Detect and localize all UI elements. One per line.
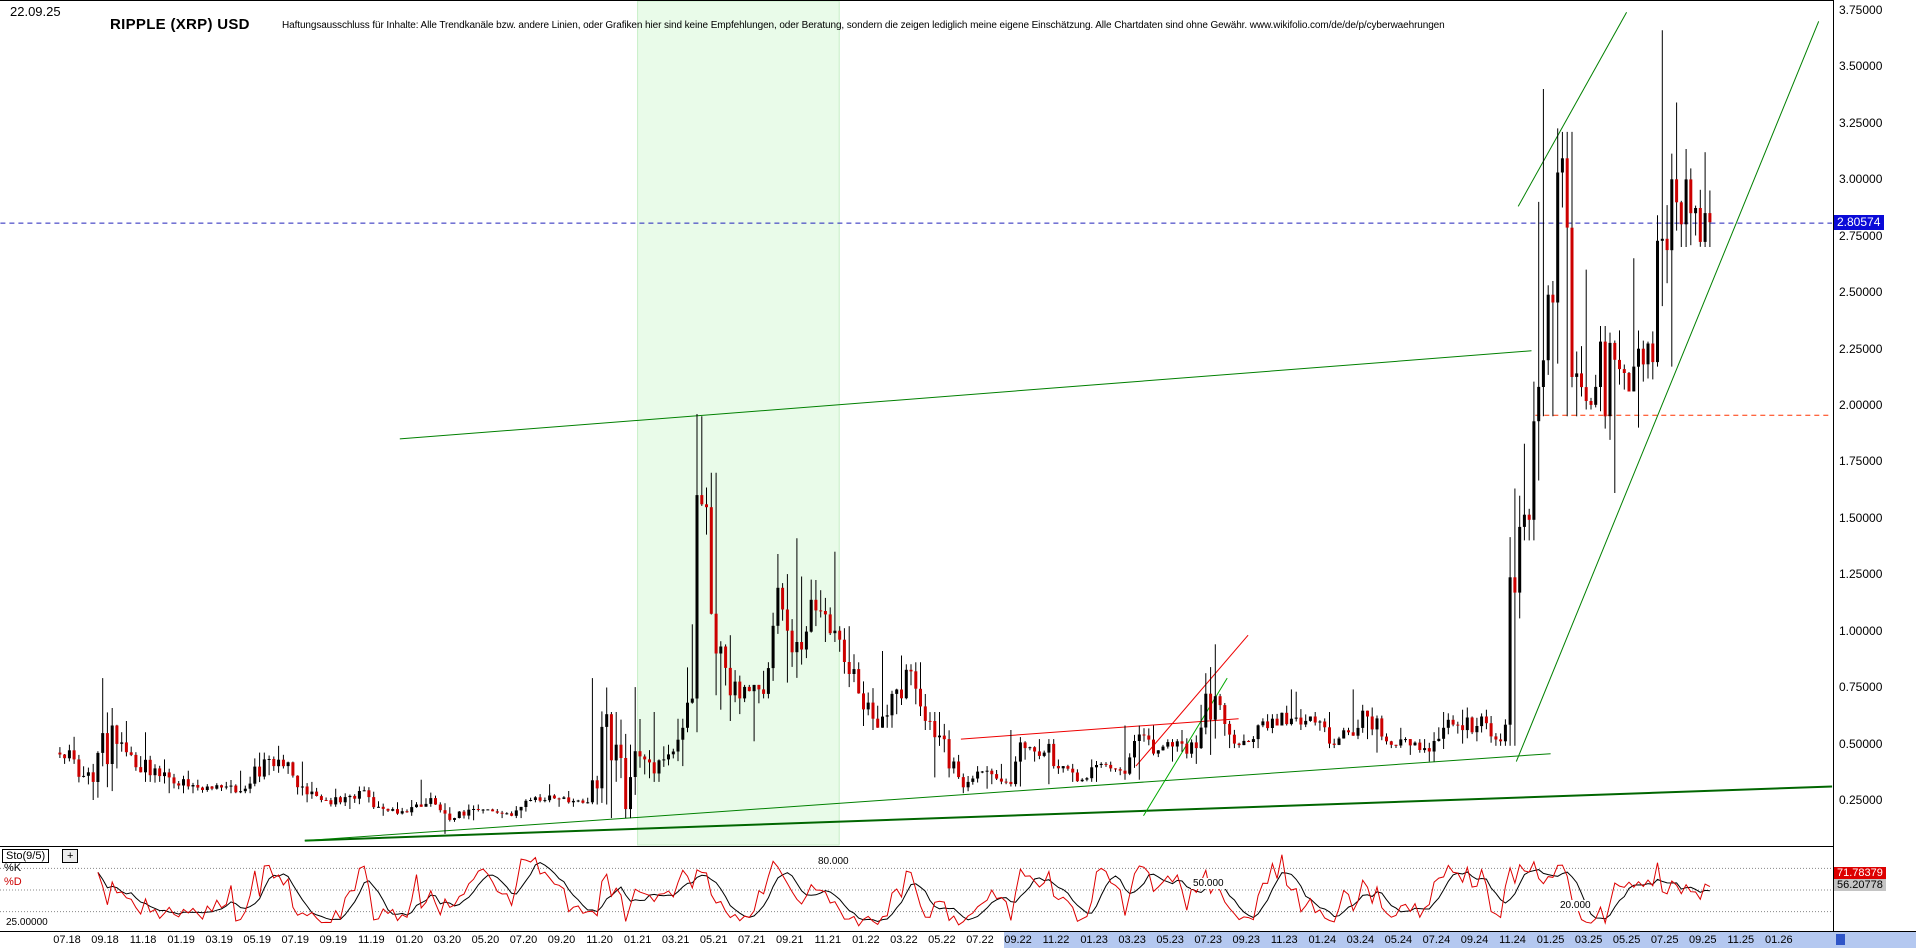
x-axis-label: 11.24: [1499, 934, 1526, 946]
x-axis-label: 05.22: [928, 934, 956, 946]
rally-channel-lower: [1515, 21, 1820, 762]
x-axis-label: 07.24: [1422, 934, 1451, 946]
panel-separator: [0, 846, 1916, 847]
chart-title: RIPPLE (XRP) USD: [110, 16, 250, 33]
x-axis-label: 03.20: [433, 934, 462, 946]
highlight-band: [637, 0, 840, 846]
x-axis-label: 07.22: [966, 934, 994, 946]
x-axis-label: 01.25: [1536, 934, 1565, 946]
price-axis-label: 3.75000: [1839, 3, 1883, 17]
stochastic-d-line: [97, 862, 1710, 923]
x-axis-label: 09.19: [319, 934, 348, 946]
x-axis-label: 11.18: [129, 934, 157, 946]
stochastic-indicator-label[interactable]: Sto(9/5): [2, 849, 50, 863]
x-axis-label: 07.20: [509, 934, 538, 946]
x-axis-label: 11.21: [814, 934, 842, 946]
support-trendline-shallow: [304, 785, 1833, 842]
x-axis-label: 07.18: [53, 934, 81, 946]
x-axis-label: 03.21: [661, 934, 690, 946]
x-axis-label: 05.24: [1384, 934, 1413, 946]
x-axis-label: 11.23: [1270, 934, 1298, 946]
x-axis-label: 11.20: [586, 934, 613, 946]
x-axis-label: 07.19: [281, 934, 309, 946]
price-axis-label: 0.25000: [1839, 793, 1883, 807]
price-axis-label: 0.50000: [1839, 736, 1883, 751]
x-axis-label: 09.20: [547, 934, 576, 946]
chart-date: 22.09.25: [10, 4, 61, 19]
top-border: [0, 0, 1916, 1]
x-axis-label: 01.26: [1765, 934, 1793, 946]
x-axis-label: 11.25: [1727, 934, 1755, 946]
time-axis[interactable]: 07.18 09.18 11.18 01.19 03.19 05.19 07.19 09.19…: [0, 931, 1916, 948]
price-axis-label: 1.75000: [1839, 454, 1883, 469]
price-axis-label: 3.00000: [1839, 172, 1883, 187]
price-axis-label: 3.25000: [1839, 115, 1883, 130]
stochastic-d-value-badge: 56.20778: [1834, 879, 1886, 891]
price-axis-label: 2.50000: [1839, 285, 1883, 300]
x-axis-label: 07.25: [1650, 934, 1679, 946]
price-axis-label: 2.75000: [1839, 228, 1883, 243]
disclaimer-text: Haftungsausschluss für Inhalte: Alle Tre…: [282, 20, 1445, 31]
x-axis-label: 05.25: [1612, 934, 1641, 946]
x-axis-label: 09.22: [1004, 934, 1032, 946]
x-axis-label: 09.24: [1460, 934, 1489, 946]
stochastic-k-line: [97, 854, 1711, 927]
price-axis-label: 1.25000: [1839, 567, 1883, 582]
price-axis-label: 3.50000: [1839, 59, 1883, 74]
add-indicator-button[interactable]: +: [62, 849, 79, 863]
x-axis-label: 01.23: [1080, 934, 1108, 946]
x-axis-label: 07.23: [1194, 934, 1222, 946]
price-axis-label: 2.00000: [1839, 398, 1883, 412]
x-axis-label: 01.22: [852, 934, 880, 946]
x-axis-label: 01.21: [623, 934, 652, 946]
corner-marker-icon: [1836, 934, 1845, 945]
x-axis-label: 03.22: [890, 934, 918, 946]
oscillator-scale-label: 25.00000: [6, 917, 48, 928]
price-axis-label: 1.00000: [1839, 623, 1883, 638]
x-axis-label: 11.19: [357, 934, 385, 946]
x-axis-label: 05.19: [243, 934, 271, 946]
time-axis-highlight: [1004, 932, 1916, 948]
stochastic-canvas[interactable]: [0, 847, 1833, 931]
long-green-trendline: [399, 350, 1532, 440]
oscillator-level-label: 20.000: [1558, 899, 1593, 911]
x-axis-label: 03.24: [1346, 934, 1375, 946]
x-axis-label: 09.21: [775, 934, 804, 946]
price-axis-label: 1.50000: [1839, 510, 1883, 525]
x-axis-label: 05.23: [1156, 934, 1184, 946]
x-axis-label: 09.23: [1232, 934, 1260, 946]
x-axis-label: 11.22: [1042, 934, 1070, 946]
x-axis-label: 01.19: [167, 934, 195, 946]
price-axis-label: 0.75000: [1839, 680, 1883, 695]
x-axis-label: 05.20: [471, 934, 500, 946]
rally-channel-upper: [1517, 12, 1628, 207]
price-axis[interactable]: 2.80574 71.78379 56.20778 3.75000 3.50000…: [1833, 0, 1916, 948]
x-axis-label: 09.25: [1688, 934, 1717, 946]
last-price-badge: 2.80574: [1834, 215, 1885, 231]
stochastic-d-label: %D: [4, 876, 22, 888]
x-axis-label: 03.19: [205, 934, 233, 946]
x-axis-label: 03.23: [1118, 934, 1146, 946]
support-trendline-steep: [304, 753, 1551, 842]
x-axis-label: 01.24: [1308, 934, 1337, 946]
x-axis-label: 05.21: [699, 934, 728, 946]
oscillator-level-label: 50.000: [1191, 878, 1226, 889]
x-axis-label: 09.18: [91, 934, 119, 946]
price-axis-label: 2.25000: [1839, 341, 1883, 356]
x-axis-label: 07.21: [737, 934, 766, 946]
red-resistance-line: [960, 718, 1239, 740]
x-axis-label: 01.20: [395, 934, 424, 946]
stochastic-k-label: %K: [4, 862, 22, 874]
oscillator-level-label: 80.000: [816, 856, 851, 868]
x-axis-label: 03.25: [1574, 934, 1603, 946]
stochastic-k-value-badge: 71.78379: [1834, 867, 1886, 879]
price-chart-canvas[interactable]: [0, 0, 1833, 846]
